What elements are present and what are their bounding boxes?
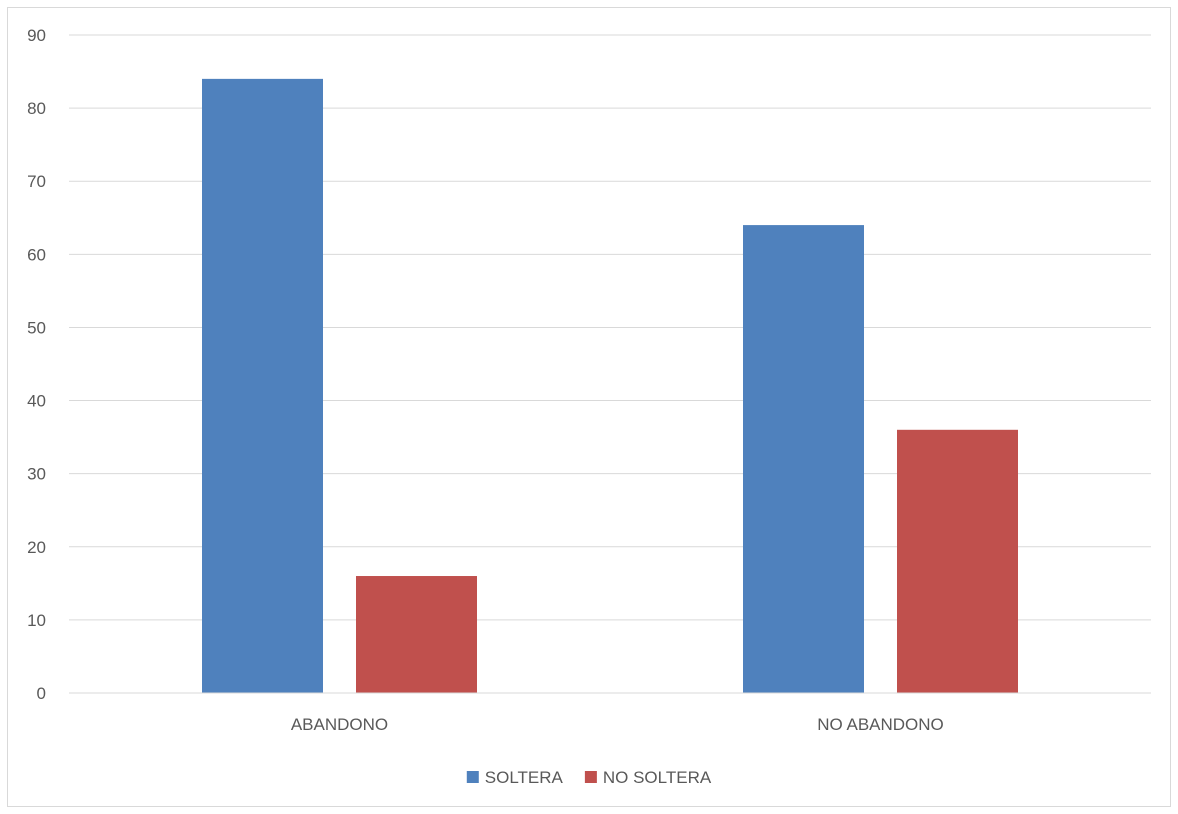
y-tick-label: 10 [27,611,46,630]
bar-soltera-no-abandono [743,225,864,694]
legend-item: SOLTERA [466,768,564,787]
y-tick-label: 0 [37,684,46,703]
bar-no-soltera-abandono [356,576,477,693]
y-tick-label: 60 [27,245,46,264]
x-category-label: NO ABANDONO [817,715,944,734]
legend-swatch [584,771,597,783]
legend: SOLTERA NO SOLTERA [466,768,712,787]
y-tick-label: 30 [27,465,46,484]
legend-item: NO SOLTERA [584,768,712,787]
legend-label: SOLTERA [485,768,564,787]
y-tick-label: 50 [27,318,46,337]
bars [202,78,1018,694]
x-category-label: ABANDONO [291,715,388,734]
y-tick-label: 70 [27,172,46,191]
y-tick-label: 40 [27,392,46,411]
legend-swatch [466,771,479,783]
y-tick-label: 80 [27,99,46,118]
bar-no-soltera-no-abandono [897,429,1018,693]
y-axis-ticks: 0 10 20 30 40 50 60 70 80 90 [27,26,46,703]
y-tick-label: 20 [27,538,46,557]
y-tick-label: 90 [27,26,46,45]
bar-soltera-abandono [202,78,323,693]
legend-label: NO SOLTERA [603,768,712,787]
x-axis-categories: ABANDONO NO ABANDONO [291,715,944,734]
